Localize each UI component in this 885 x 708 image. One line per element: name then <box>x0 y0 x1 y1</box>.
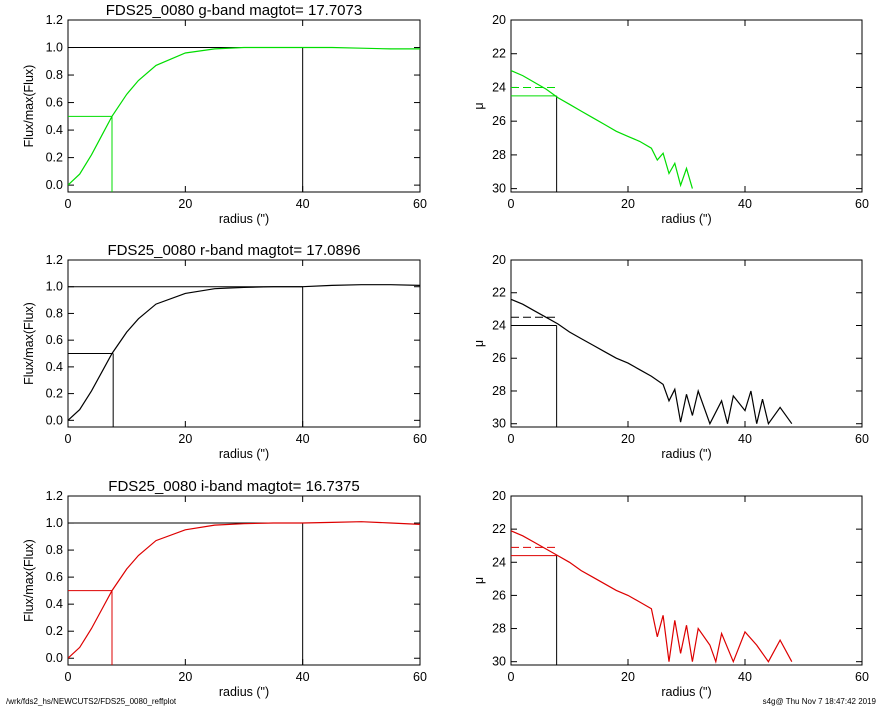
panel-g-surface-brightness: 0 20 40 60 20 22 24 26 28 30 radius (") μ <box>472 13 869 226</box>
y-tick-label: 24 <box>492 80 506 94</box>
x-tick-label: 40 <box>738 197 752 211</box>
x-tick-label: 0 <box>508 432 515 446</box>
y-tick-label: 1.2 <box>46 253 63 267</box>
y-tick-label: 0.8 <box>46 306 63 320</box>
series-line-i <box>68 521 420 659</box>
x-tick-label: 60 <box>855 670 869 684</box>
x-tick-label: 20 <box>621 197 635 211</box>
x-tick-label: 0 <box>65 432 72 446</box>
plot-frame <box>67 495 421 666</box>
y-tick-label: 28 <box>492 148 506 162</box>
plot-frame <box>67 19 421 193</box>
panel-title: FDS25_0080 r-band magtot= 17.0896 <box>107 242 360 259</box>
y-tick-label: 30 <box>492 655 506 669</box>
y-tick-label: 1.0 <box>46 516 63 530</box>
y-tick-label: 30 <box>492 417 506 431</box>
y-tick-label: 0.6 <box>46 570 63 584</box>
x-tick-label: 60 <box>413 670 427 684</box>
x-tick-label: 60 <box>413 197 427 211</box>
y-tick-label: 26 <box>492 114 506 128</box>
y-tick-label: 30 <box>492 182 506 196</box>
x-tick-label: 40 <box>296 432 310 446</box>
y-tick-label: 0.8 <box>46 68 63 82</box>
y-tick-label: 0.8 <box>46 543 63 557</box>
y-tick-label: 1.2 <box>46 13 63 27</box>
y-tick-label: 1.0 <box>46 280 63 294</box>
y-tick-label: 28 <box>492 384 506 398</box>
y-tick-label: 28 <box>492 622 506 636</box>
x-tick-label: 0 <box>508 670 515 684</box>
y-tick-label: 24 <box>492 318 506 332</box>
plot-frame <box>67 259 421 428</box>
x-tick-label: 0 <box>508 197 515 211</box>
y-tick-label: 0.2 <box>46 624 63 638</box>
y-tick-label: 26 <box>492 351 506 365</box>
series-line-g <box>511 70 693 189</box>
y-tick-label: 1.0 <box>46 41 63 55</box>
panel-i-growth-curve: 0 20 40 60 0.0 0.2 0.4 0.6 0.8 1.0 1.2 radius (") Fl… <box>22 478 427 699</box>
y-tick-label: 20 <box>492 13 506 27</box>
y-tick-label: 1.2 <box>46 489 63 503</box>
y-tick-label: 0.2 <box>46 151 63 165</box>
x-tick-label: 40 <box>738 670 752 684</box>
series-line-r <box>511 298 793 426</box>
y-tick-label: 0.4 <box>46 597 63 611</box>
x-tick-label: 0 <box>65 670 72 684</box>
y-tick-label: 20 <box>492 253 506 267</box>
y-axis-label: Flux/max(Flux) <box>22 539 36 622</box>
y-axis-label: μ <box>472 102 486 109</box>
panel-i-surface-brightness: 0 20 40 60 20 22 24 26 28 30 radius (") μ <box>472 489 869 699</box>
panel-r-growth-curve: 0 20 40 60 0.0 0.2 0.4 0.6 0.8 1.0 1.2 radius (") Fl… <box>22 242 427 461</box>
panel-r-surface-brightness: 0 20 40 60 20 22 24 26 28 30 radius (") μ <box>472 253 869 461</box>
x-tick-label: 60 <box>413 432 427 446</box>
plot-frame <box>510 19 863 193</box>
x-axis-label: radius (") <box>219 685 269 699</box>
y-axis-label: μ <box>472 577 486 584</box>
x-axis-label: radius (") <box>661 212 711 226</box>
x-tick-label: 40 <box>296 670 310 684</box>
y-tick-label: 26 <box>492 588 506 602</box>
footer-path: /wrk/fds2_hs/NEWCUTS2/FDS25_0080_reffplo… <box>6 697 177 706</box>
x-tick-label: 20 <box>178 197 192 211</box>
series-line-g <box>68 46 420 186</box>
y-tick-label: 0.2 <box>46 387 63 401</box>
y-tick-label: 0.6 <box>46 333 63 347</box>
y-tick-label: 0.0 <box>46 413 63 427</box>
y-tick-label: 0.4 <box>46 360 63 374</box>
y-tick-label: 22 <box>492 47 506 61</box>
x-axis-label: radius (") <box>661 447 711 461</box>
x-tick-label: 20 <box>178 432 192 446</box>
panel-title: FDS25_0080 g-band magtot= 17.7073 <box>106 2 362 19</box>
y-axis-label: Flux/max(Flux) <box>22 65 36 148</box>
x-axis-label: radius (") <box>219 212 269 226</box>
y-axis-label: μ <box>472 340 486 347</box>
y-tick-label: 22 <box>492 286 506 300</box>
footer-timestamp: s4g@ Thu Nov 7 18:47:42 2019 <box>763 697 877 706</box>
y-tick-label: 24 <box>492 555 506 569</box>
panel-g-growth-curve: 0 20 40 60 0.0 0.2 0.4 0.6 0.8 1.0 1.2 radius (") Fl… <box>22 2 427 226</box>
x-tick-label: 40 <box>296 197 310 211</box>
x-tick-label: 20 <box>621 670 635 684</box>
y-tick-label: 22 <box>492 522 506 536</box>
x-tick-label: 20 <box>621 432 635 446</box>
x-tick-label: 60 <box>855 197 869 211</box>
x-axis-label: radius (") <box>219 447 269 461</box>
x-axis-label: radius (") <box>661 685 711 699</box>
y-tick-label: 0.0 <box>46 651 63 665</box>
x-tick-label: 60 <box>855 432 869 446</box>
series-line-r <box>68 284 420 421</box>
y-axis-label: Flux/max(Flux) <box>22 302 36 385</box>
y-tick-label: 0.0 <box>46 178 63 192</box>
x-tick-label: 0 <box>65 197 72 211</box>
panel-title: FDS25_0080 i-band magtot= 16.7375 <box>108 478 359 495</box>
y-tick-label: 20 <box>492 489 506 503</box>
y-tick-label: 0.4 <box>46 123 63 137</box>
plot-frame <box>510 495 863 666</box>
plot-frame <box>510 259 863 428</box>
x-tick-label: 40 <box>738 432 752 446</box>
y-tick-label: 0.6 <box>46 96 63 110</box>
series-line-i <box>511 530 793 664</box>
x-tick-label: 20 <box>178 670 192 684</box>
